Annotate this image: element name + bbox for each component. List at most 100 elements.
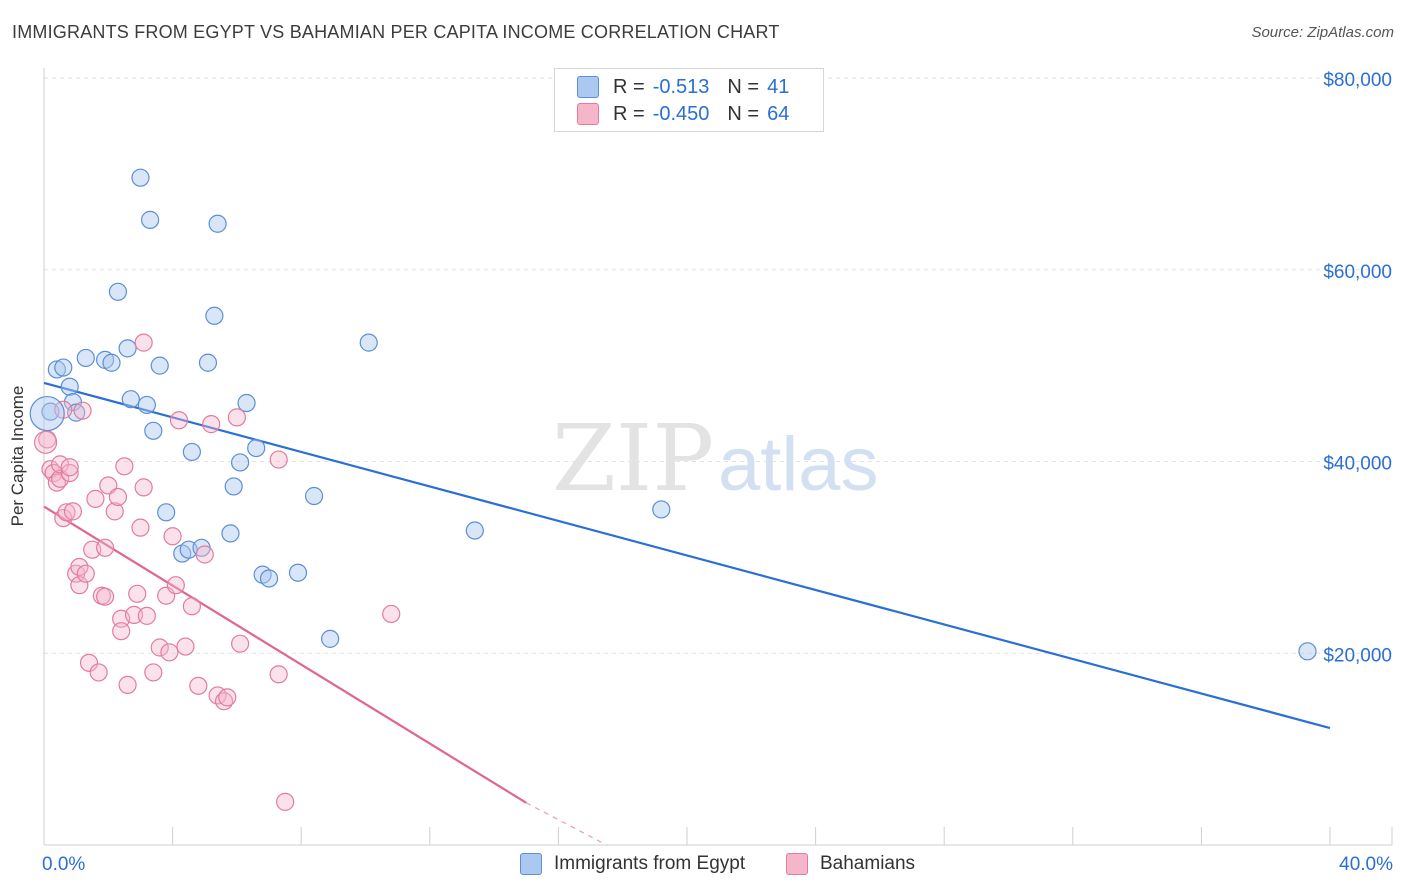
point-bahamians (227, 408, 246, 427)
point-bahamians (131, 518, 150, 537)
point-egypt (108, 282, 128, 301)
point-egypt (54, 358, 73, 377)
point-bahamians (166, 576, 185, 595)
point-bahamians (60, 458, 79, 477)
legend-swatch-bahamians (577, 103, 599, 125)
trendline-bahamians-extension (525, 802, 607, 846)
bottom-legend-swatch-bahamians (786, 853, 808, 875)
point-egypt (182, 442, 201, 462)
legend-r-value-egypt: -0.513 (652, 75, 710, 98)
point-bahamians (134, 478, 153, 497)
legend-row-egypt: R = -0.513 N = 41 (577, 74, 789, 100)
grid-layer (44, 77, 1392, 654)
point-bahamians (128, 584, 147, 603)
bottom-legend-egypt[interactable]: Immigrants from Egypt (520, 850, 745, 878)
point-egypt (60, 377, 79, 396)
point-bahamians (105, 502, 124, 521)
point-bahamians (34, 430, 58, 454)
point-bahamians (144, 663, 163, 682)
axes-layer (43, 68, 1393, 846)
chart-title: IMMIGRANTS FROM EGYPT VS BAHAMIAN PER CA… (12, 22, 780, 42)
correlation-legend: R = -0.513 N = 41 R = -0.450 N = 64 (554, 68, 824, 132)
point-bahamians (108, 487, 128, 507)
trendline-bahamians (43, 505, 527, 804)
point-bahamians (231, 634, 250, 653)
point-bahamians (202, 415, 221, 434)
point-bahamians (57, 503, 76, 522)
point-egypt (465, 521, 484, 540)
point-egypt (304, 486, 324, 506)
point-egypt (150, 356, 169, 375)
point-bahamians (63, 502, 83, 521)
legend-n-label: N = (727, 75, 760, 98)
point-bahamians (189, 676, 208, 695)
point-bahamians (137, 606, 156, 625)
point-egypt (652, 500, 671, 519)
legend-n-label: N = (727, 102, 760, 125)
point-bahamians (269, 450, 288, 469)
points-layer (29, 168, 1317, 811)
legend-swatch-egypt (577, 76, 599, 98)
point-egypt (221, 524, 240, 543)
y-tick-label: $40,000 (1323, 454, 1392, 475)
watermark-atlas: atlas (718, 422, 879, 507)
point-bahamians (382, 604, 401, 624)
point-egypt (47, 360, 66, 379)
point-bahamians (54, 508, 73, 528)
legend-r-value-bahamians: -0.450 (652, 102, 710, 125)
point-bahamians (182, 597, 201, 616)
point-egypt (208, 214, 227, 233)
point-bahamians (112, 622, 131, 641)
source-label: Source: ZipAtlas.com (1251, 24, 1394, 41)
point-bahamians (70, 576, 89, 595)
bottom-legend-label-egypt: Immigrants from Egypt (554, 853, 746, 874)
point-bahamians (160, 643, 179, 662)
legend-r-label: R = (613, 75, 645, 98)
point-bahamians (269, 665, 288, 684)
point-bahamians (79, 653, 99, 672)
legend-n-value-bahamians: 64 (767, 102, 790, 125)
x-tick-label: 40.0% (1339, 854, 1393, 875)
tick-labels-layer: $20,000 $40,000 $60,000 $80,000 0.0% 40.0% (42, 70, 1393, 875)
point-egypt (247, 438, 266, 458)
point-bahamians (124, 605, 144, 625)
point-bahamians (76, 564, 95, 583)
watermark-layer: ZIP atlas (552, 405, 879, 512)
point-egypt (359, 333, 378, 352)
point-egypt (76, 348, 95, 368)
point-egypt (288, 563, 308, 582)
point-egypt (224, 477, 243, 496)
point-bahamians (89, 663, 108, 682)
y-axis-label: Per Capita Income (8, 385, 27, 527)
point-egypt (205, 306, 224, 325)
point-egypt (121, 390, 140, 409)
point-egypt (131, 168, 150, 187)
y-tick-label: $60,000 (1323, 262, 1392, 283)
y-tick-label: $80,000 (1323, 70, 1392, 91)
point-egypt (102, 353, 121, 372)
legend-r-label: R = (613, 102, 645, 125)
point-egypt (259, 569, 279, 588)
point-bahamians (95, 538, 115, 557)
bottom-legend-label-bahamians: Bahamians (820, 853, 916, 874)
watermark-zip: ZIP (552, 405, 714, 512)
point-egypt (321, 629, 340, 648)
point-bahamians (134, 333, 153, 352)
bottom-legend-swatch-egypt (520, 853, 542, 875)
point-bahamians (169, 411, 189, 430)
point-bahamians (276, 792, 295, 811)
point-bahamians (86, 489, 105, 508)
point-bahamians (176, 637, 195, 656)
point-egypt (144, 421, 163, 440)
bottom-legend-bahamians[interactable]: Bahamians (786, 850, 915, 878)
point-egypt (140, 210, 160, 229)
point-bahamians (150, 638, 169, 657)
x-tick-label: 0.0% (42, 854, 85, 875)
point-egypt (118, 339, 137, 358)
point-egypt (237, 393, 256, 413)
point-bahamians (118, 675, 137, 694)
point-bahamians (115, 457, 134, 476)
point-bahamians (73, 401, 92, 420)
point-bahamians (70, 557, 89, 577)
